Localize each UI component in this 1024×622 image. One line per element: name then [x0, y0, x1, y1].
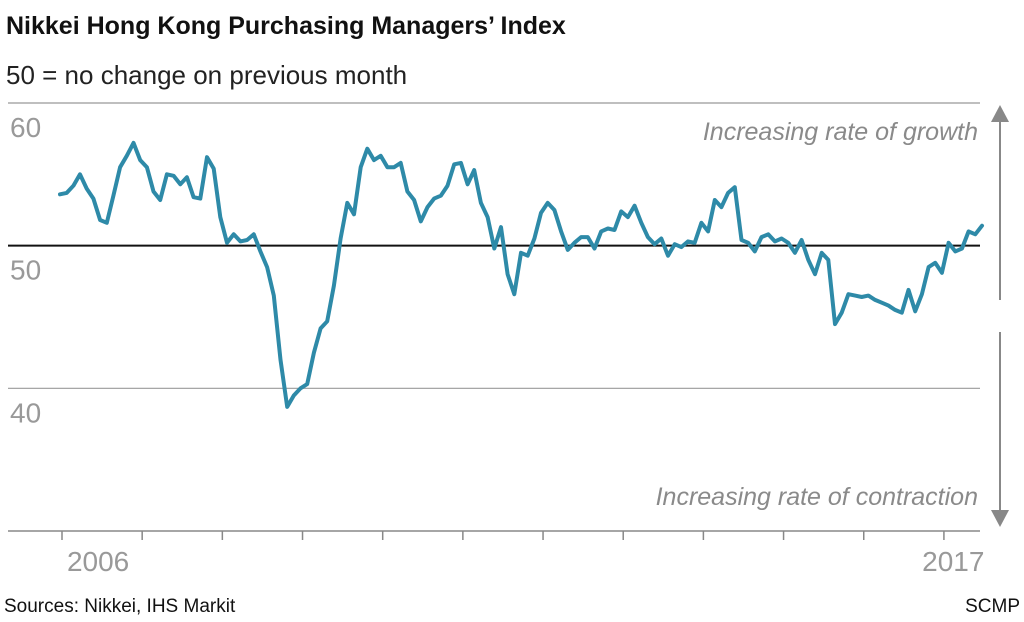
source: Sources: Nikkei, IHS Markit — [4, 596, 236, 617]
chart-title: Nikkei Hong Kong Purchasing Managers’ In… — [6, 12, 566, 40]
data-line — [58, 140, 984, 409]
arrow-head — [991, 510, 1009, 527]
scale-arrows — [991, 105, 1009, 527]
chart-subtitle: 50 = no change on previous month — [6, 60, 407, 90]
y-tick-label: 40 — [10, 397, 41, 428]
x-tick-label: 2006 — [67, 546, 129, 577]
x-tick-label: 2017 — [922, 546, 984, 577]
annotation: Increasing rate of contraction — [656, 483, 978, 511]
annotation: Increasing rate of growth — [703, 118, 978, 146]
credit: SCMP — [965, 596, 1020, 617]
arrow-head — [991, 105, 1009, 122]
y-tick-label: 60 — [10, 112, 41, 143]
y-tick-label: 50 — [10, 255, 41, 286]
